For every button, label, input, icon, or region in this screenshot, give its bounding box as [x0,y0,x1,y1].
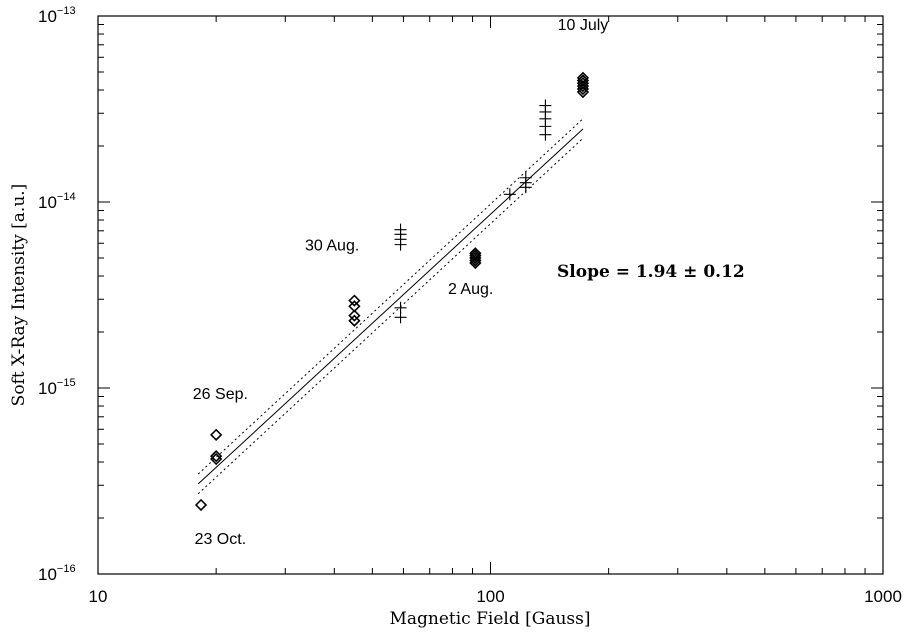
diamond-point [210,428,223,441]
diamond-point [348,300,361,313]
point-annotation: 23 Oct. [195,531,247,548]
x-tick-label: 10 [89,587,108,606]
y-tick-label: 10−15 [38,377,76,398]
annotations: 10 July 30 Aug. 2 Aug. 26 Sep. 23 Oct. [193,17,609,548]
fit-lines [197,118,584,495]
point-annotation: 2 Aug. [448,281,493,298]
x-tick-label: 1000 [864,587,902,606]
fit-line [197,128,584,485]
diamond-point [348,294,361,307]
diamond-point [348,314,361,327]
diamond-point [469,247,482,260]
plus-point [539,99,552,112]
y-tick-label: 10−14 [38,191,76,212]
point-annotation: 30 Aug. [305,237,359,254]
plus-point [394,301,407,314]
point-annotation: 10 July [558,17,609,34]
point-annotation: 26 Sep. [193,386,248,403]
diamond-point [210,450,223,463]
confidence-upper-line [197,118,584,475]
tick-labels: 10 100 1000 10−16 10−15 10−14 10−13 [38,5,902,606]
y-axis-title: Soft X-Ray Intensity [a.u.] [9,184,29,407]
x-tick-label: 100 [476,587,504,606]
data-points [194,71,590,512]
y-tick-label: 10−16 [38,563,76,584]
confidence-lower-line [197,137,584,495]
diamond-point [194,498,208,512]
axis-ticks [97,15,884,575]
diamond-point [348,309,361,322]
y-tick-label: 10−13 [38,5,76,26]
diamond-point [576,71,590,84]
x-axis-title: Magnetic Field [Gauss] [389,609,590,629]
slope-label: Slope = 1.94 ± 0.12 [557,262,745,282]
plus-point [394,223,407,236]
plus-point [503,188,516,201]
plus-point [519,171,532,184]
